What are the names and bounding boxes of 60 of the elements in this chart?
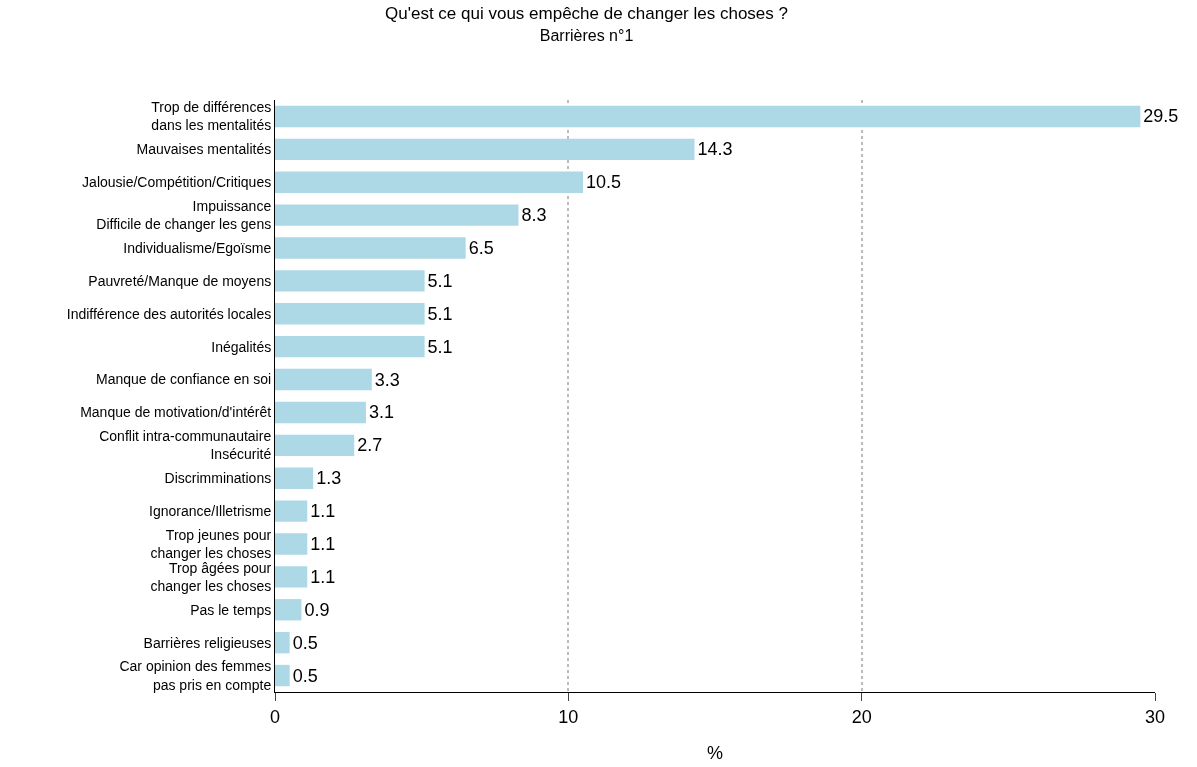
data-label: 1.1 [310, 566, 336, 587]
y-tick-label: Indifférence des autorités locales [66, 305, 272, 322]
x-tick-label: 30 [1144, 706, 1166, 727]
data-label: 1.3 [316, 468, 342, 489]
bar [275, 599, 302, 621]
y-tick-label: Jalousie/Compétition/Critiques [82, 174, 272, 191]
y-tick-label: Inégalités [211, 338, 272, 355]
bar [275, 335, 425, 358]
bar [275, 467, 314, 489]
y-tick-label: Mauvaises mentalités [136, 141, 272, 158]
y-tick-label: Trop de différences dans les mentalités [151, 99, 272, 134]
bar [275, 664, 290, 687]
bar [275, 237, 466, 259]
data-label: 10.5 [586, 172, 622, 193]
y-tick-label: Discrimminations [164, 470, 272, 487]
y-tick-label: Manque de motivation/d'intérêt [80, 404, 272, 421]
y-tick-label: Pas le temps [190, 601, 272, 618]
data-label: 1.1 [310, 501, 336, 522]
data-label: 8.3 [521, 205, 547, 226]
x-axis-title: % [706, 742, 724, 763]
data-label: 3.3 [374, 369, 400, 390]
data-label: 14.3 [697, 139, 733, 160]
data-label: 2.7 [357, 435, 383, 456]
data-label: 5.1 [427, 303, 453, 324]
data-label: 0.9 [304, 599, 330, 620]
x-tick-label: 0 [269, 706, 281, 727]
bar [275, 204, 519, 226]
x-tick-label: 20 [851, 706, 872, 727]
y-tick-label: Impuissance Difficile de changer les gens [96, 197, 272, 233]
bar [275, 138, 695, 161]
bar [275, 105, 1141, 128]
bar [275, 434, 355, 457]
x-tick-label: 10 [558, 706, 579, 727]
data-label: 0.5 [292, 632, 318, 653]
y-tick-label: Ignorance/Illetrisme [149, 503, 272, 520]
data-label: 29.5 [1143, 106, 1179, 127]
chart-title: Qu'est ce qui vous empêche de changer les choses ? [385, 4, 789, 24]
y-tick-label: Car opinion des femmes pas pris en compte [119, 658, 272, 693]
bar [275, 368, 372, 391]
data-label: 6.5 [468, 238, 494, 258]
bar [275, 401, 366, 424]
y-tick-label: Individualisme/Egoïsme [123, 239, 272, 256]
chart-subtitle: Barrières n°1 [539, 27, 634, 45]
data-label: 5.1 [427, 336, 453, 357]
data-label: 0.5 [292, 665, 318, 686]
data-label: 5.1 [427, 270, 453, 291]
bar [275, 303, 425, 325]
bar [275, 631, 290, 654]
y-tick-label: Trop jeunes pour changer les choses [150, 526, 272, 561]
bar [275, 500, 308, 522]
data-label: 1.1 [310, 534, 336, 554]
y-tick-label: Conflit intra-communautaire Insécurité [99, 428, 272, 463]
bar [275, 566, 308, 588]
bar [275, 533, 308, 555]
y-tick-label: Barrières religieuses [143, 634, 272, 651]
data-label: 3.1 [368, 402, 394, 423]
y-tick-label: Pauvreté/Manque de moyens [88, 272, 272, 289]
bar [275, 270, 425, 292]
bar [275, 171, 583, 193]
y-tick-label: Manque de confiance en soi [96, 371, 272, 388]
